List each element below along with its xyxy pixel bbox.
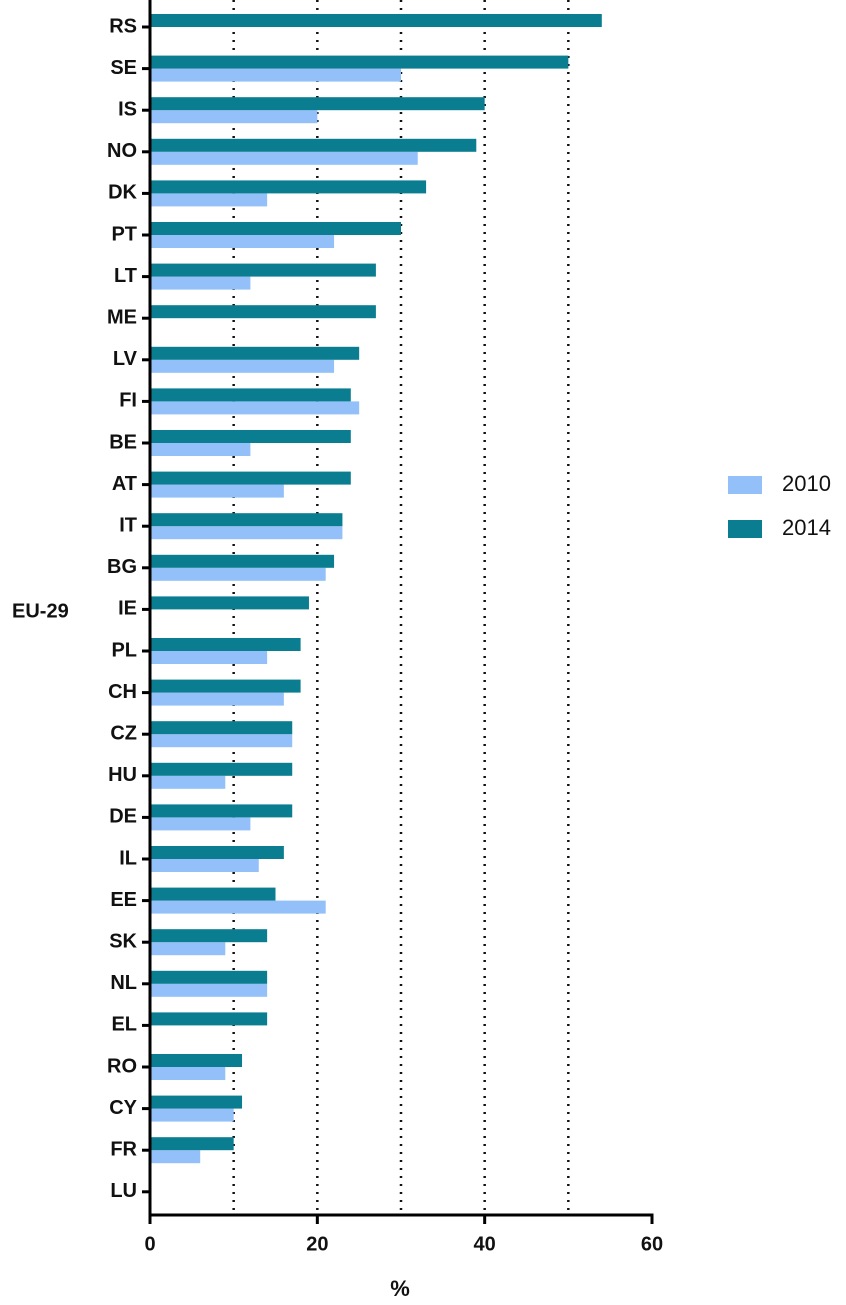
y-axis-label: EU-29 xyxy=(12,600,69,622)
bar xyxy=(150,596,309,610)
legend-swatch xyxy=(728,520,762,538)
bar xyxy=(150,193,268,207)
bar xyxy=(150,471,351,485)
bar xyxy=(150,263,376,277)
y-tick-label: DE xyxy=(109,806,137,828)
bar xyxy=(150,651,268,664)
bar xyxy=(150,942,226,956)
y-tick-label: NL xyxy=(110,972,137,994)
y-tick-label: IT xyxy=(119,514,137,536)
bar xyxy=(150,430,351,443)
x-tick-label: 20 xyxy=(306,1233,328,1255)
x-tick-label: 60 xyxy=(641,1233,663,1255)
y-tick-label: LT xyxy=(114,265,137,287)
legend-label: 2010 xyxy=(782,471,831,496)
y-tick-label: ME xyxy=(107,306,137,328)
legend-label: 2014 xyxy=(782,515,831,540)
y-tick-label: SK xyxy=(109,930,137,952)
bar xyxy=(150,443,251,456)
bar xyxy=(150,1054,243,1067)
bar xyxy=(150,97,485,111)
y-tick-label: PL xyxy=(111,639,137,661)
y-tick-label: FR xyxy=(110,1138,137,1160)
y-tick-label: NO xyxy=(107,140,137,162)
x-tick-label: 40 xyxy=(474,1233,496,1255)
bar xyxy=(150,359,335,373)
bar xyxy=(150,14,602,27)
bar xyxy=(150,929,268,943)
y-tick-label: CY xyxy=(109,1097,137,1119)
bar xyxy=(150,900,326,914)
bar xyxy=(150,846,284,859)
y-tick-label: SE xyxy=(110,57,137,79)
bar xyxy=(150,554,335,568)
bar xyxy=(150,1137,234,1151)
bar xyxy=(150,734,293,748)
bar xyxy=(150,692,284,706)
y-tick-label: RO xyxy=(107,1055,137,1077)
y-tick-label: HU xyxy=(108,764,137,786)
bar xyxy=(150,526,343,540)
bar xyxy=(150,513,343,527)
bar xyxy=(150,1108,234,1122)
bar xyxy=(150,138,477,152)
bar xyxy=(150,305,376,319)
bar xyxy=(150,401,360,415)
bar xyxy=(150,235,335,248)
bar xyxy=(150,679,301,693)
y-tick-label: LV xyxy=(113,348,138,370)
y-tick-label: PT xyxy=(111,223,137,245)
bar xyxy=(150,68,401,82)
y-tick-label: DK xyxy=(108,182,137,204)
bar xyxy=(150,887,276,901)
bar xyxy=(150,346,360,360)
legend-swatch xyxy=(728,476,762,494)
bar xyxy=(150,804,293,818)
y-tick-label: FI xyxy=(119,390,137,412)
bar xyxy=(150,1067,226,1080)
bar xyxy=(150,775,226,789)
bar xyxy=(150,721,293,735)
bar xyxy=(150,151,418,165)
y-tick-label: IS xyxy=(118,98,137,120)
bar xyxy=(150,567,326,581)
bar xyxy=(150,983,268,997)
bar xyxy=(150,1150,201,1164)
bar xyxy=(150,484,284,498)
bar xyxy=(150,222,401,235)
y-tick-label: EE xyxy=(110,889,137,911)
y-tick-label: IL xyxy=(119,847,137,869)
bar xyxy=(150,276,251,290)
y-tick-label: CZ xyxy=(110,722,137,744)
y-tick-label: BG xyxy=(107,556,137,578)
y-tick-label: LU xyxy=(110,1180,137,1202)
bar xyxy=(150,110,318,124)
bar xyxy=(150,180,427,194)
bar xyxy=(150,1012,268,1026)
y-tick-label: CH xyxy=(108,681,137,703)
y-tick-label: RS xyxy=(109,15,137,37)
y-tick-label: IE xyxy=(118,598,137,620)
x-axis-label: % xyxy=(390,1276,410,1301)
bar xyxy=(150,859,259,872)
bar xyxy=(150,970,268,984)
y-tick-label: EL xyxy=(111,1014,137,1036)
bar xyxy=(150,55,569,69)
y-tick-label: AT xyxy=(112,473,137,495)
bar xyxy=(150,817,251,831)
x-tick-label: 0 xyxy=(144,1233,155,1255)
bar xyxy=(150,762,293,776)
bar xyxy=(150,638,301,651)
bar xyxy=(150,388,351,402)
y-tick-label: BE xyxy=(109,431,137,453)
bar xyxy=(150,1095,243,1109)
